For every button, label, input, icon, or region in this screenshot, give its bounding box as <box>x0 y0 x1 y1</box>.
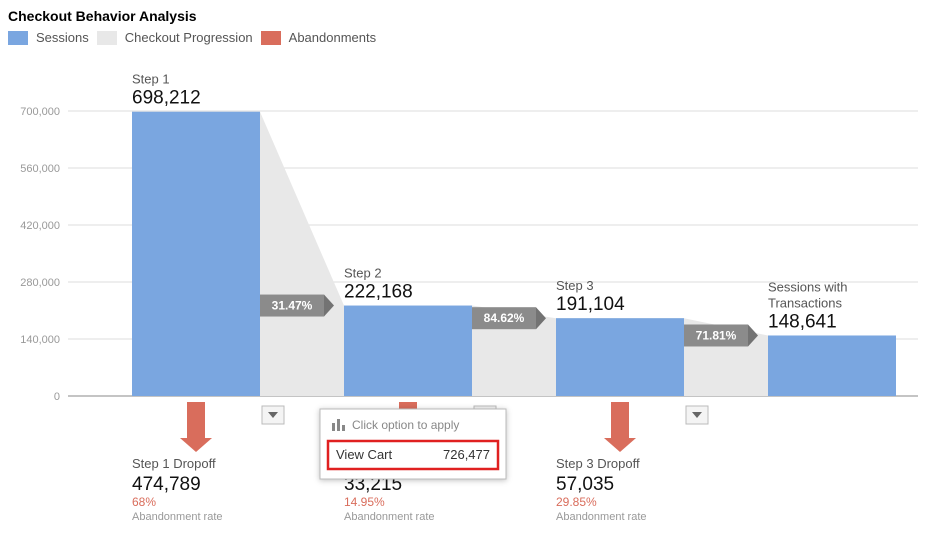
dropoff-label: Step 1 Dropoff <box>132 456 216 471</box>
bar-chart-icon <box>342 425 345 431</box>
funnel-chart: 0 140,000 280,000 420,000 560,000 700,000 Step… <box>8 61 928 541</box>
dropoff-caption: Abandonment rate <box>556 511 647 523</box>
tooltip-row-value: 726,477 <box>443 447 490 462</box>
legend-label-abandonments: Abandonments <box>289 30 376 45</box>
final-label-l2: Transactions <box>768 295 842 310</box>
dropoff-rate: 68% <box>132 495 156 509</box>
abandonment-arrow <box>611 402 629 438</box>
y-tick-label: 420,000 <box>20 220 60 232</box>
step-label: Step 3 <box>556 278 594 293</box>
y-tick-label: 560,000 <box>20 163 60 175</box>
y-tick-label: 280,000 <box>20 277 60 289</box>
abandonment-arrow-head <box>180 438 212 452</box>
page-title: Checkout Behavior Analysis <box>8 8 928 24</box>
abandonment-arrow <box>187 402 205 438</box>
progression-pct: 84.62% <box>484 311 525 325</box>
dropoff-caption: Abandonment rate <box>132 511 223 523</box>
dropoff-value: 474,789 <box>132 474 201 495</box>
dropoff-rate: 29.85% <box>556 495 597 509</box>
bar-chart-icon <box>332 423 335 431</box>
dropoff-value: 57,035 <box>556 474 614 495</box>
sessions-bar[interactable] <box>344 306 472 396</box>
final-value: 148,641 <box>768 311 837 332</box>
legend-swatch-sessions <box>8 31 28 45</box>
step-label: Step 2 <box>344 266 382 281</box>
y-tick-label: 700,000 <box>20 106 60 118</box>
progression-pct: 71.81% <box>696 328 737 342</box>
final-label-l1: Sessions with <box>768 279 847 294</box>
step-value: 222,168 <box>344 282 413 303</box>
step-label: Step 1 <box>132 72 170 87</box>
tooltip-hint: Click option to apply <box>352 418 459 432</box>
dropoff-label: Step 3 Dropoff <box>556 456 640 471</box>
dropoff-caption: Abandonment rate <box>344 511 435 523</box>
legend-label-sessions: Sessions <box>36 30 89 45</box>
sessions-bar[interactable] <box>556 318 684 396</box>
bar-chart-icon <box>337 419 340 431</box>
y-tick-label: 140,000 <box>20 334 60 346</box>
legend-label-progression: Checkout Progression <box>125 30 253 45</box>
dropoff-rate: 14.95% <box>344 495 385 509</box>
abandonment-arrow-head <box>604 438 636 452</box>
progression-pct: 31.47% <box>272 299 313 313</box>
step-value: 191,104 <box>556 294 625 315</box>
tooltip-row-label[interactable]: View Cart <box>336 447 393 462</box>
legend-swatch-abandonments <box>261 31 281 45</box>
sessions-bar[interactable] <box>132 112 260 396</box>
y-tick-label: 0 <box>54 391 60 403</box>
step-value: 698,212 <box>132 88 201 109</box>
legend-swatch-progression <box>97 31 117 45</box>
sessions-bar[interactable] <box>768 335 896 396</box>
legend: Sessions Checkout Progression Abandonmen… <box>8 30 928 45</box>
